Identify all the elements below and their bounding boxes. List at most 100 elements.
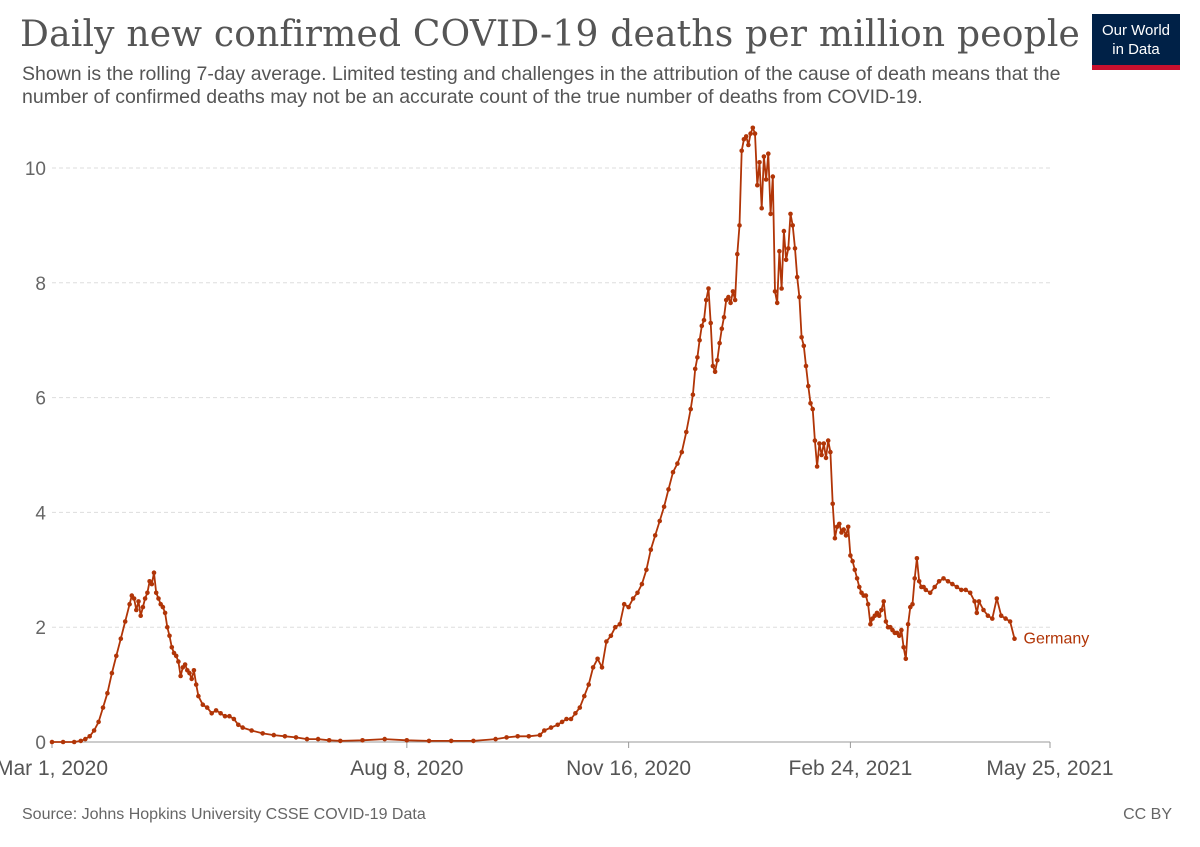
x-tick-label: May 25, 2021 [986, 757, 1113, 780]
data-point [360, 738, 365, 743]
data-point [759, 205, 764, 211]
data-point [586, 682, 591, 687]
data-point [779, 286, 784, 291]
data-point [967, 590, 973, 596]
data-point [617, 622, 623, 627]
data-point [832, 535, 838, 541]
data-point [823, 455, 829, 461]
data-point [788, 211, 793, 217]
data-point [526, 734, 532, 739]
data-point [134, 607, 139, 613]
data-point [927, 590, 933, 596]
data-point [249, 728, 254, 733]
data-point [719, 326, 725, 332]
data-point [231, 716, 237, 722]
data-point [577, 705, 583, 710]
y-tick-label: 4 [35, 503, 46, 524]
series-label-germany: Germany [1024, 631, 1090, 648]
data-point [118, 636, 124, 641]
data-point [136, 599, 141, 604]
data-point [757, 160, 762, 165]
data-point [994, 596, 1000, 601]
data-point [825, 438, 831, 443]
data-point [595, 656, 600, 662]
data-point [981, 607, 986, 613]
data-point [755, 182, 760, 188]
data-point [974, 610, 980, 616]
data-point [750, 125, 756, 131]
data-point [515, 734, 520, 739]
data-point [814, 464, 820, 469]
data-point [548, 725, 554, 730]
data-point [169, 645, 175, 650]
data-point [582, 693, 587, 699]
data-point [972, 599, 977, 604]
data-point [712, 369, 718, 375]
y-tick-label: 0 [35, 733, 46, 754]
series-germany[interactable]: Germany [49, 125, 1090, 745]
data-point [735, 251, 740, 257]
data-point [200, 702, 206, 707]
data-point [652, 533, 658, 538]
data-point [768, 211, 773, 217]
data-point [657, 518, 662, 524]
data-point [182, 662, 188, 667]
data-point [703, 297, 709, 303]
data-point [708, 320, 713, 326]
data-point [448, 738, 454, 744]
data-point [699, 323, 705, 329]
data-point [692, 366, 698, 372]
data-point [493, 736, 498, 742]
data-point [959, 587, 964, 593]
data-point [746, 142, 751, 148]
data-point [178, 673, 183, 679]
data-point [608, 633, 614, 639]
data-point [193, 682, 199, 687]
data-point [799, 335, 804, 340]
data-point [138, 613, 143, 618]
data-point [794, 274, 800, 280]
data-point [127, 601, 132, 607]
data-point [326, 738, 332, 743]
owid-logo[interactable]: Our World in Data [1092, 14, 1180, 70]
data-point [621, 601, 627, 607]
data-point [271, 732, 277, 738]
data-point [227, 713, 232, 719]
data-point [857, 584, 862, 590]
data-point [701, 317, 707, 323]
data-point [777, 248, 782, 254]
source-note[interactable]: Source: Johns Hopkins University CSSE CO… [22, 806, 426, 823]
data-point [218, 711, 223, 716]
data-point [863, 593, 869, 598]
chart-subtitle: Shown is the rolling 7-day average. Limi… [22, 63, 1061, 108]
data-point [763, 177, 769, 182]
data-point [661, 504, 667, 510]
data-point [213, 708, 219, 713]
data-point [187, 670, 192, 676]
data-point [315, 736, 321, 742]
license-link[interactable]: CC BY [1123, 806, 1172, 823]
logo-line-2: in Data [1112, 40, 1160, 58]
data-point [854, 576, 860, 581]
data-point [941, 576, 946, 581]
data-point [131, 596, 137, 601]
data-point [781, 228, 787, 234]
data-point [770, 174, 776, 179]
gridlines [52, 167, 1050, 628]
data-point [236, 722, 241, 728]
data-point [803, 363, 809, 369]
data-point [954, 584, 960, 590]
data-point [774, 300, 780, 306]
data-point [100, 705, 106, 710]
x-tick-label: Mar 1, 2020 [0, 757, 108, 780]
data-point [151, 570, 157, 575]
data-point [697, 337, 702, 343]
data-point [613, 624, 618, 630]
data-point [382, 736, 388, 742]
data-point [812, 438, 818, 443]
y-tick-label: 8 [35, 274, 46, 295]
data-point [801, 343, 807, 349]
data-point [976, 599, 982, 604]
data-point [715, 358, 720, 363]
data-point [817, 441, 822, 446]
